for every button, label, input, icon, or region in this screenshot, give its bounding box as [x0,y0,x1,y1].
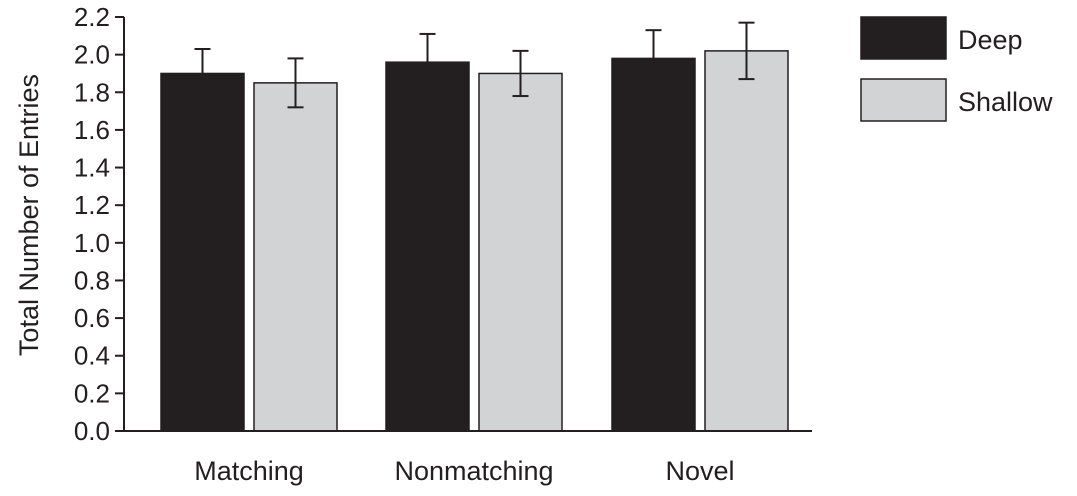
y-tick-label: 1.8 [74,77,110,107]
bar-deep-matching [160,72,245,432]
y-tick-label: 1.6 [74,115,110,145]
legend-swatch-shallow [860,78,947,122]
legend-label-deep: Deep [958,25,1023,55]
y-tick-label: 2.0 [74,40,110,70]
error-bar-shallow-matching [287,57,304,109]
legend: Deep Shallow [860,16,1053,122]
bar-shallow-nonmatching [478,72,563,432]
error-bar-shallow-nonmatching [512,49,529,98]
y-axis-label: Total Number of Entries [14,74,44,356]
error-bar-deep-novel [645,29,662,88]
x-tick-label: Novel [665,456,734,486]
y-tick-label: 1.0 [74,228,110,258]
bar-deep-nonmatching [385,61,470,432]
bars-layer [160,50,789,432]
y-tick-label: 0.2 [74,378,110,408]
bar-deep-novel [611,57,696,432]
x-tick-label: Nonmatching [394,456,553,486]
y-tick-label: 0.6 [74,303,110,333]
x-tick-label: Matching [194,456,304,486]
y-tick-label: 0.0 [74,416,110,446]
y-tick-label: 2.2 [74,2,110,32]
bar-shallow-novel [704,50,789,432]
y-tick-label: 0.8 [74,265,110,295]
error-bars-layer [194,21,755,109]
y-ticks-layer: 0.0 0.2 0.4 0.6 0.8 1.0 1.2 1.4 1.6 1.8 2.0 2.2 [74,2,124,446]
legend-label-shallow: Shallow [958,87,1053,117]
error-bar-deep-nonmatching [419,32,436,92]
bar-shallow-matching [253,82,338,432]
legend-swatch-deep [860,16,947,60]
error-bar-deep-matching [194,47,211,99]
y-tick-label: 0.4 [74,341,110,371]
error-bar-shallow-novel [738,21,755,81]
y-tick-label: 1.4 [74,153,110,183]
x-category-layer: Matching Nonmatching Novel [194,456,734,486]
axes-layer [123,17,812,432]
y-tick-label: 1.2 [74,190,110,220]
